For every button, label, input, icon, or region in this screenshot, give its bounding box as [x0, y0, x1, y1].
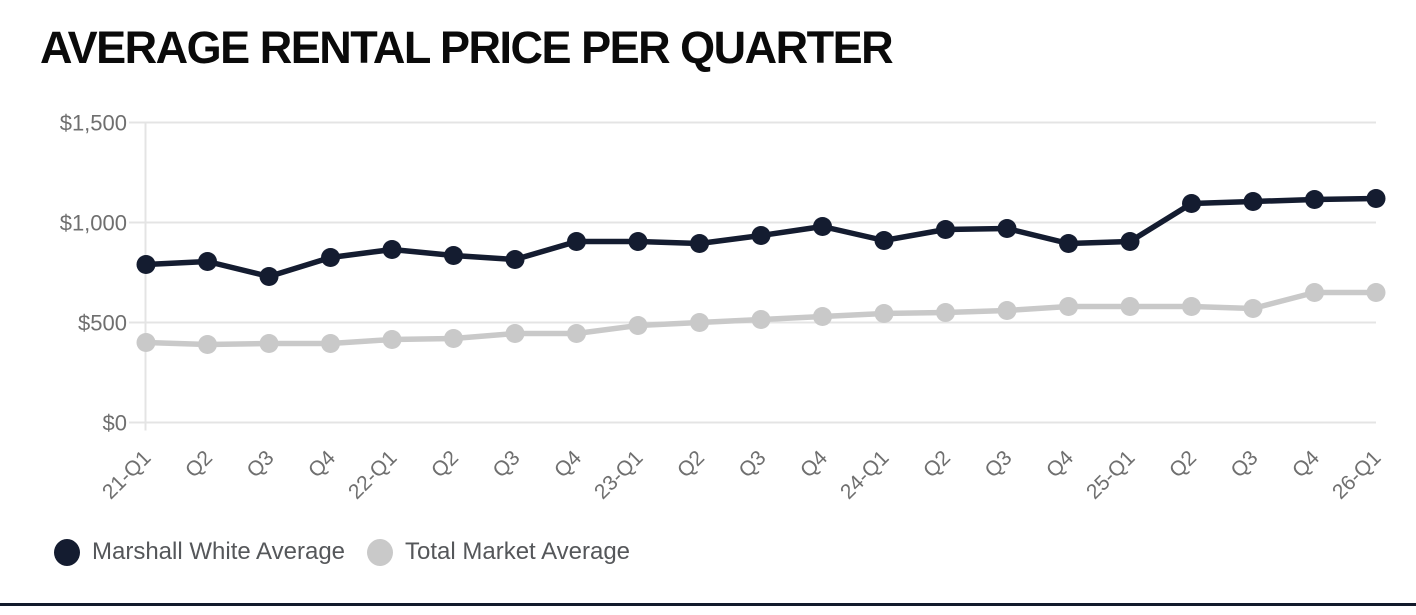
x-axis-label: Q4	[304, 446, 340, 482]
data-point-total-market-average[interactable]	[567, 324, 586, 343]
x-axis-label: 24-Q1	[836, 446, 894, 504]
data-point-total-market-average[interactable]	[136, 333, 156, 352]
x-axis-label: Q2	[919, 446, 955, 482]
data-point-marshall-white-average[interactable]	[628, 232, 648, 251]
data-point-total-market-average[interactable]	[1120, 297, 1140, 316]
data-point-marshall-white-average[interactable]	[198, 252, 217, 271]
data-point-total-market-average[interactable]	[321, 334, 340, 353]
x-axis-label: Q3	[1226, 446, 1262, 482]
data-point-total-market-average[interactable]	[382, 330, 402, 349]
data-point-marshall-white-average[interactable]	[936, 220, 955, 239]
bottom-divider	[0, 603, 1416, 606]
gray-dot-icon	[367, 538, 394, 566]
y-axis-label: $1,500	[60, 111, 127, 136]
x-axis-label: Q2	[673, 446, 709, 482]
data-point-total-market-average[interactable]	[690, 313, 709, 332]
data-point-total-market-average[interactable]	[1243, 299, 1263, 318]
data-point-total-market-average[interactable]	[751, 310, 771, 329]
y-axis-label: $500	[78, 311, 127, 336]
data-point-total-market-average[interactable]	[1366, 283, 1386, 302]
chart-legend: Marshall White Average Total Market Aver…	[54, 538, 630, 566]
data-point-total-market-average[interactable]	[813, 307, 832, 326]
x-axis-label: Q3	[734, 446, 770, 482]
data-point-marshall-white-average[interactable]	[505, 250, 525, 269]
data-point-marshall-white-average[interactable]	[813, 217, 832, 236]
x-axis-label: 23-Q1	[590, 446, 648, 504]
x-axis-label: Q3	[488, 446, 524, 482]
x-axis-label: Q4	[1042, 446, 1078, 482]
data-point-total-market-average[interactable]	[1305, 283, 1324, 302]
data-point-total-market-average[interactable]	[874, 304, 894, 323]
data-point-marshall-white-average[interactable]	[1182, 194, 1201, 213]
navy-dot-icon	[54, 538, 80, 566]
data-point-marshall-white-average[interactable]	[1366, 189, 1386, 208]
data-point-marshall-white-average[interactable]	[382, 240, 402, 259]
data-point-total-market-average[interactable]	[936, 303, 955, 322]
x-axis-label: Q2	[1165, 446, 1201, 482]
data-point-total-market-average[interactable]	[628, 316, 648, 335]
x-axis-label: Q4	[550, 446, 586, 482]
data-point-total-market-average[interactable]	[1059, 297, 1078, 316]
x-axis-label: 26-Q1	[1328, 446, 1386, 504]
data-point-marshall-white-average[interactable]	[567, 232, 586, 251]
data-point-marshall-white-average[interactable]	[1120, 232, 1140, 251]
data-point-total-market-average[interactable]	[198, 335, 217, 354]
data-point-total-market-average[interactable]	[997, 301, 1017, 320]
legend-item-marshall-white[interactable]: Marshall White Average	[54, 538, 345, 566]
data-point-total-market-average[interactable]	[505, 324, 525, 343]
x-axis-label: Q2	[427, 446, 463, 482]
data-point-total-market-average[interactable]	[259, 334, 279, 353]
x-axis-label: Q4	[796, 446, 832, 482]
data-point-marshall-white-average[interactable]	[690, 234, 709, 253]
data-point-total-market-average[interactable]	[1182, 297, 1201, 316]
data-point-total-market-average[interactable]	[444, 329, 463, 348]
y-axis-label: $0	[103, 411, 127, 436]
data-point-marshall-white-average[interactable]	[1305, 190, 1324, 209]
data-point-marshall-white-average[interactable]	[1059, 234, 1078, 253]
data-point-marshall-white-average[interactable]	[136, 255, 156, 274]
data-point-marshall-white-average[interactable]	[259, 267, 279, 286]
x-axis-label: 25-Q1	[1082, 446, 1140, 504]
data-point-marshall-white-average[interactable]	[321, 248, 340, 267]
data-point-marshall-white-average[interactable]	[751, 226, 771, 245]
data-point-marshall-white-average[interactable]	[444, 246, 463, 265]
y-axis-label: $1,000	[60, 211, 127, 236]
data-point-marshall-white-average[interactable]	[1243, 192, 1263, 211]
chart-title: AVERAGE RENTAL PRICE PER QUARTER	[40, 22, 894, 73]
x-axis-label: Q3	[980, 446, 1016, 482]
x-axis-label: 22-Q1	[344, 446, 402, 504]
data-point-marshall-white-average[interactable]	[997, 219, 1017, 238]
data-point-marshall-white-average[interactable]	[874, 231, 894, 250]
x-axis-label: Q3	[242, 446, 278, 482]
x-axis-label: Q2	[181, 446, 217, 482]
x-axis-label: 21-Q1	[98, 446, 156, 504]
legend-label-total-market: Total Market Average	[405, 538, 631, 565]
legend-item-total-market[interactable]: Total Market Average	[367, 538, 630, 566]
legend-label-marshall-white: Marshall White Average	[92, 538, 346, 565]
x-axis-label: Q4	[1288, 446, 1324, 482]
